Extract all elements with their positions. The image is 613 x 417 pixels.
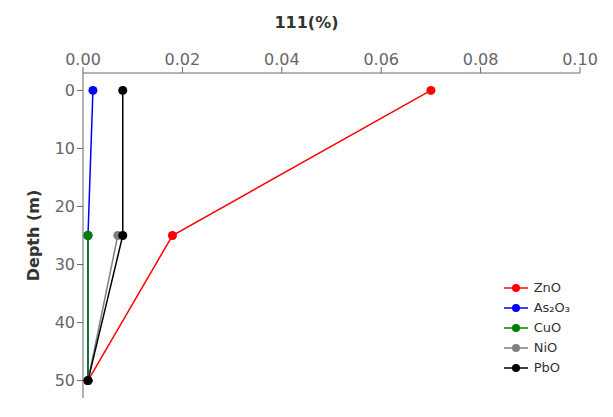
svg-text:0.08: 0.08 [463, 50, 499, 69]
svg-text:0.00: 0.00 [65, 50, 101, 69]
svg-text:40: 40 [55, 313, 75, 332]
svg-text:Depth (m): Depth (m) [24, 190, 43, 282]
html-text:PbO: PbO [533, 360, 560, 375]
html-text:ZnO: ZnO [533, 280, 562, 295]
svg-text:0.02: 0.02 [165, 50, 201, 69]
html-text:As₂O₃: As₂O₃ [533, 300, 570, 315]
svg-text:10: 10 [55, 139, 75, 158]
svg-text:0.10: 0.10 [562, 50, 598, 69]
svg-text:0.06: 0.06 [363, 50, 399, 69]
svg-text:0.04: 0.04 [264, 50, 300, 69]
svg-text:20: 20 [55, 197, 75, 216]
html-text:NiO: NiO [533, 340, 558, 355]
svg-text:50: 50 [55, 371, 75, 390]
svg-text:30: 30 [55, 255, 75, 274]
svg-text:0: 0 [65, 81, 75, 100]
html-text:111(%): 111(%) [274, 13, 339, 32]
html-text:CuO: CuO [533, 320, 562, 335]
